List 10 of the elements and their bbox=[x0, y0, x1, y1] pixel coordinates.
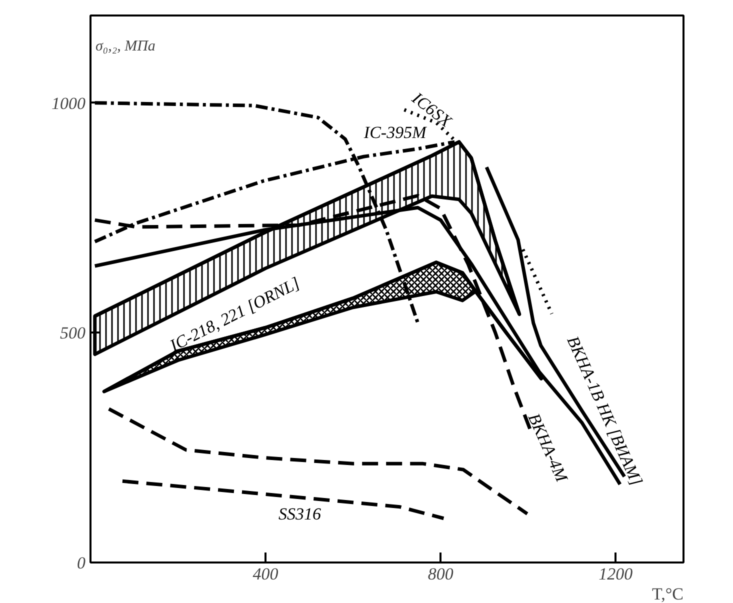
x-axis-title: T,°C bbox=[652, 584, 684, 603]
x-tick-label: 400 bbox=[252, 564, 279, 584]
series-label: SS316 bbox=[278, 504, 322, 524]
series-label: IC-395M bbox=[362, 122, 428, 142]
y-tick-label: 1000 bbox=[52, 94, 86, 113]
y-tick-label: 500 bbox=[60, 324, 86, 343]
x-tick-label: 1200 bbox=[598, 564, 634, 584]
x-tick-label: 800 bbox=[428, 564, 454, 584]
y-tick-label: 0 bbox=[77, 554, 86, 572]
y-axis-title: σ₀,₂, МПа bbox=[96, 38, 156, 54]
